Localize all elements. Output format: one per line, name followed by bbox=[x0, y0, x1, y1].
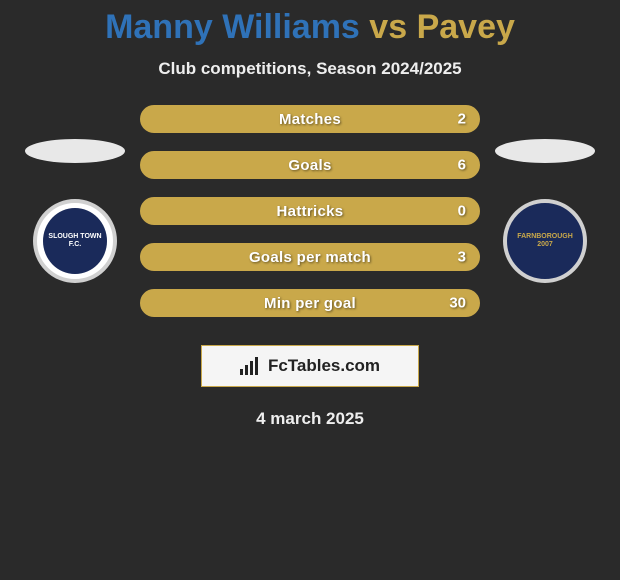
stat-bar: Goals per match 3 bbox=[140, 243, 480, 271]
stat-value-right: 2 bbox=[458, 111, 466, 128]
left-crest-inner: SLOUGH TOWN F.C. bbox=[43, 208, 107, 274]
date-label: 4 march 2025 bbox=[256, 409, 364, 429]
comparison-card: Manny Williams vs Pavey Club competition… bbox=[0, 0, 620, 429]
stat-label: Matches bbox=[279, 111, 341, 128]
right-photo-placeholder bbox=[495, 139, 595, 163]
right-crest-text: FARNBOROUGH 2007 bbox=[513, 233, 577, 248]
stat-value-right: 3 bbox=[458, 249, 466, 266]
subtitle: Club competitions, Season 2024/2025 bbox=[158, 59, 461, 79]
left-crest: SLOUGH TOWN F.C. bbox=[33, 199, 117, 283]
brand-badge[interactable]: FcTables.com bbox=[201, 345, 419, 387]
stat-label: Hattricks bbox=[277, 203, 344, 220]
stat-label: Goals per match bbox=[249, 249, 371, 266]
left-side: SLOUGH TOWN F.C. bbox=[20, 139, 130, 283]
right-crest: FARNBOROUGH 2007 bbox=[503, 199, 587, 283]
player2-name: Pavey bbox=[417, 8, 515, 46]
page-title: Manny Williams vs Pavey bbox=[105, 8, 515, 47]
right-crest-inner: FARNBOROUGH 2007 bbox=[513, 208, 577, 274]
vs-label: vs bbox=[369, 8, 407, 46]
chart-icon bbox=[240, 357, 262, 375]
stat-value-right: 0 bbox=[458, 203, 466, 220]
stat-bar: Min per goal 30 bbox=[140, 289, 480, 317]
left-crest-text: SLOUGH TOWN F.C. bbox=[43, 233, 107, 248]
left-photo-placeholder bbox=[25, 139, 125, 163]
stats-bars: Matches 2 Goals 6 Hattricks 0 Goals per … bbox=[140, 105, 480, 317]
stat-value-right: 6 bbox=[458, 157, 466, 174]
stat-label: Goals bbox=[288, 157, 331, 174]
brand-text: FcTables.com bbox=[268, 356, 380, 376]
stat-bar: Hattricks 0 bbox=[140, 197, 480, 225]
main-row: SLOUGH TOWN F.C. Matches 2 Goals 6 Hattr… bbox=[0, 105, 620, 317]
stat-value-right: 30 bbox=[449, 295, 466, 312]
player1-name: Manny Williams bbox=[105, 8, 360, 46]
stat-label: Min per goal bbox=[264, 295, 356, 312]
stat-bar: Goals 6 bbox=[140, 151, 480, 179]
right-side: FARNBOROUGH 2007 bbox=[490, 139, 600, 283]
stat-bar: Matches 2 bbox=[140, 105, 480, 133]
